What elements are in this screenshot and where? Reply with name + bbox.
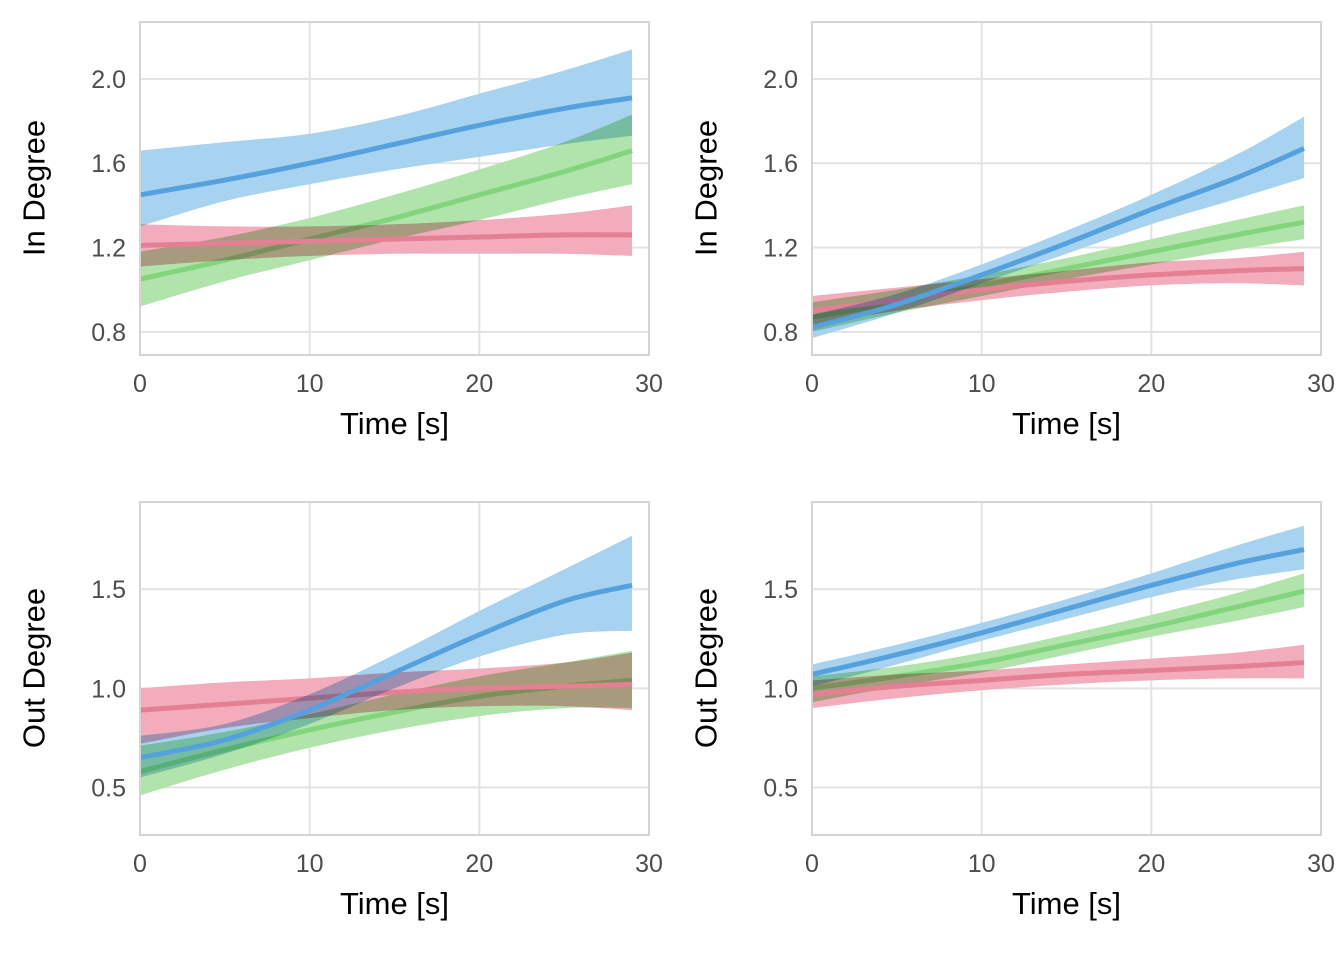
x-tick-label: 10	[296, 370, 324, 398]
x-tick-label: 30	[1307, 850, 1335, 878]
in-degree-left-line-red	[140, 232, 633, 248]
x-tick-label: 30	[635, 370, 663, 398]
chart-canvas-in-degree-right: 0.8 1.2 1.6 2.0 0 10 20 30	[763, 21, 1335, 398]
chart-canvas-out-degree-left: 0.5 1.0 1.5 0 10 20 30	[91, 501, 663, 878]
panel-in-degree-left: In Degree 0.8 1.2 1.6 2.0 0 10 20 30 Time [s]	[0, 0, 672, 480]
in-degree-right-line-blue	[812, 146, 1305, 331]
panel-border	[139, 501, 650, 836]
y-tick-label: 1.2	[91, 235, 126, 263]
out-degree-right-line-red	[812, 660, 1305, 697]
x-axis-title: Time [s]	[1011, 406, 1122, 441]
x-tick-label: 20	[1137, 370, 1165, 398]
y-tick-label: 0.5	[91, 774, 126, 802]
in-degree-left-line-green	[140, 148, 633, 282]
tick-labels: 0.5 1.0 1.5 0 10 20 30	[91, 576, 663, 878]
chart-canvas-in-degree-left: 0.8 1.2 1.6 2.0 0 10 20 30	[91, 21, 663, 398]
panel-border	[811, 21, 1322, 356]
y-tick-label: 2.0	[91, 66, 126, 94]
y-tick-label: 1.0	[91, 675, 126, 703]
x-tick-label: 20	[1137, 850, 1165, 878]
in-degree-left-ribbon-blue	[140, 49, 632, 227]
out-degree-left-line-blue	[140, 582, 633, 761]
x-tick-label: 10	[968, 370, 996, 398]
panel-in-degree-right: In Degree 0.8 1.2 1.6 2.0 0 10 20 30 Time [s]	[672, 0, 1344, 480]
x-tick-label: 20	[465, 370, 493, 398]
panel-border	[811, 501, 1322, 836]
tick-labels: 0.8 1.2 1.6 2.0 0 10 20 30	[91, 66, 663, 398]
panel-border	[139, 21, 650, 356]
y-tick-label: 0.8	[763, 319, 798, 347]
tick-labels: 0.5 1.0 1.5 0 10 20 30	[763, 576, 1335, 878]
y-tick-label: 1.2	[763, 235, 798, 263]
out-degree-left-line-red	[140, 681, 633, 713]
in-degree-left-ribbon-green	[140, 114, 632, 307]
y-tick-label: 1.0	[763, 675, 798, 703]
series-layer	[812, 525, 1305, 709]
out-degree-right-line-blue	[812, 547, 1305, 677]
x-tick-label: 10	[968, 850, 996, 878]
x-tick-label: 10	[296, 850, 324, 878]
panel-out-degree-left: Out Degree 0.5 1.0 1.5 0 10 20 30 Time [s]	[0, 480, 672, 960]
y-tick-label: 0.5	[763, 774, 798, 802]
x-tick-label: 30	[635, 850, 663, 878]
series-layer	[140, 49, 633, 307]
y-tick-label: 1.5	[91, 576, 126, 604]
x-axis-title: Time [s]	[339, 886, 450, 921]
y-tick-label: 1.6	[763, 150, 798, 178]
x-tick-label: 0	[133, 370, 147, 398]
in-degree-left-ribbon-red	[140, 205, 632, 267]
y-tick-label: 1.5	[763, 576, 798, 604]
out-degree-left-ribbon-blue	[140, 535, 632, 778]
tick-labels: 0.8 1.2 1.6 2.0 0 10 20 30	[763, 66, 1335, 398]
x-axis-title: Time [s]	[1011, 886, 1122, 921]
x-axis-title: Time [s]	[339, 406, 450, 441]
x-tick-label: 30	[1307, 370, 1335, 398]
series-layer	[140, 535, 633, 796]
y-tick-label: 2.0	[763, 66, 798, 94]
in-degree-right-ribbon-red	[812, 251, 1304, 326]
y-tick-label: 0.8	[91, 319, 126, 347]
panel-out-degree-right: Out Degree 0.5 1.0 1.5 0 10 20 30 Time [s]	[672, 480, 1344, 960]
x-tick-label: 0	[805, 370, 819, 398]
in-degree-left-line-blue	[140, 95, 633, 198]
x-tick-label: 0	[805, 850, 819, 878]
x-tick-label: 20	[465, 850, 493, 878]
x-tick-label: 0	[133, 850, 147, 878]
y-tick-label: 1.6	[91, 150, 126, 178]
chart-canvas-out-degree-right: 0.5 1.0 1.5 0 10 20 30	[763, 501, 1335, 878]
series-layer	[812, 116, 1305, 339]
in-degree-right-ribbon-blue	[812, 116, 1304, 339]
